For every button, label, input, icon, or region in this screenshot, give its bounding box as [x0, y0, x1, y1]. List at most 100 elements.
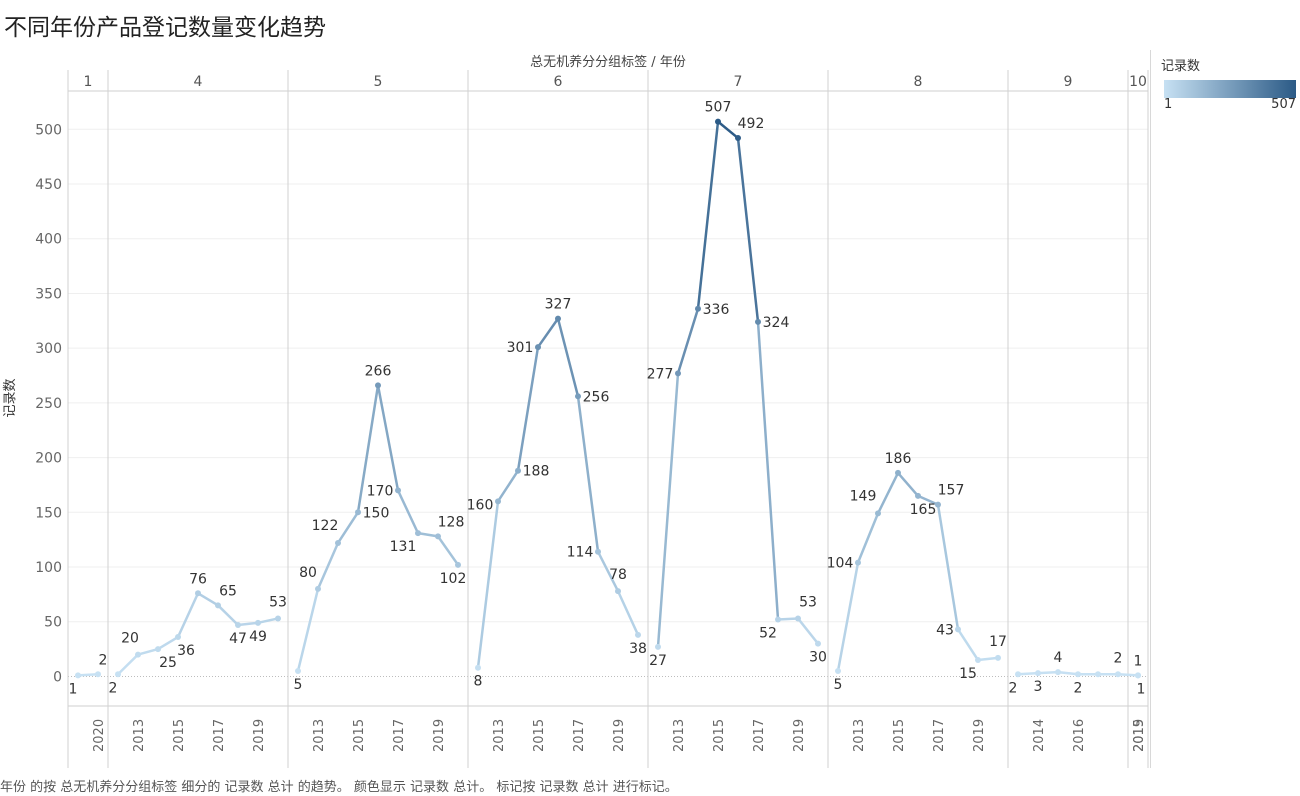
- data-label: 324: [763, 315, 790, 331]
- series-segment: [716, 120, 740, 140]
- x-tick-label: 2013: [312, 719, 327, 752]
- data-label: 492: [738, 116, 765, 132]
- series-segment: [616, 589, 640, 637]
- series-segment: [576, 395, 600, 553]
- data-label: 17: [989, 634, 1007, 650]
- data-label: 36: [177, 643, 195, 659]
- data-label: 2: [1074, 680, 1083, 696]
- data-point: [995, 654, 1001, 661]
- data-point: [855, 559, 861, 566]
- data-label: 15: [959, 666, 977, 682]
- data-point: [435, 533, 441, 540]
- data-label: 47: [229, 631, 247, 647]
- data-point: [235, 622, 241, 629]
- data-label: 30: [809, 650, 827, 666]
- series-segment: [916, 494, 940, 506]
- data-point: [1095, 671, 1101, 678]
- data-label: 186: [885, 451, 912, 467]
- data-label: 188: [523, 464, 550, 480]
- series-segment: [496, 469, 520, 503]
- data-label: 128: [438, 514, 465, 530]
- x-tick-label: 2013: [492, 719, 507, 752]
- data-point: [1115, 671, 1121, 678]
- data-label: 277: [647, 366, 674, 382]
- x-tick-label: 2019: [792, 719, 807, 752]
- x-tick-label: 2015: [1132, 719, 1147, 752]
- series-segment: [1056, 670, 1080, 676]
- panel-header-8: 8: [914, 74, 923, 90]
- series-segment: [296, 587, 320, 673]
- data-point: [695, 305, 701, 312]
- panel-header-5: 5: [374, 74, 383, 90]
- data-label: 8: [474, 674, 483, 690]
- y-tick-label: 300: [35, 341, 62, 357]
- y-tick-label: 100: [35, 560, 62, 576]
- data-label: 1: [69, 681, 78, 697]
- x-tick-label: 2019: [972, 719, 987, 752]
- y-tick-label: 500: [35, 122, 62, 138]
- data-point: [1035, 670, 1041, 677]
- data-label: 2: [1114, 650, 1123, 666]
- data-point: [595, 548, 601, 555]
- x-tick-label: 2013: [672, 719, 687, 752]
- series-segment: [976, 656, 1000, 662]
- data-point: [1075, 671, 1081, 678]
- data-label: 1: [1137, 681, 1146, 697]
- series-segment: [416, 531, 440, 538]
- x-tick-label: 2013: [132, 719, 147, 752]
- data-point: [1055, 669, 1061, 676]
- data-point: [1135, 672, 1141, 679]
- data-label: 507: [705, 100, 732, 116]
- data-label: 131: [390, 539, 417, 555]
- data-point: [335, 539, 341, 546]
- data-label: 301: [507, 340, 534, 356]
- series-segment: [356, 384, 380, 514]
- data-point: [875, 510, 881, 517]
- data-point: [95, 671, 101, 678]
- data-label: 256: [583, 389, 610, 405]
- series-segment: [676, 307, 700, 375]
- x-tick-label: 2017: [932, 719, 947, 752]
- series-segment: [156, 635, 180, 651]
- y-tick-label: 150: [35, 505, 62, 521]
- panel-header-4: 4: [194, 74, 203, 90]
- data-label: 49: [249, 629, 267, 645]
- data-label: 122: [312, 518, 339, 534]
- data-label: 160: [467, 497, 494, 513]
- data-point: [895, 469, 901, 476]
- legend-divider: [1150, 50, 1151, 768]
- data-point: [135, 651, 141, 658]
- data-label: 266: [365, 363, 392, 379]
- series-segment: [876, 471, 900, 515]
- data-label: 150: [363, 505, 390, 521]
- data-label: 4: [1054, 650, 1063, 666]
- data-label: 104: [827, 556, 854, 572]
- series-segment: [796, 617, 820, 645]
- data-point: [675, 370, 681, 377]
- x-tick-label: 2017: [392, 719, 407, 752]
- x-tick-label: 2019: [252, 719, 267, 752]
- data-point: [115, 671, 121, 678]
- series-segment: [476, 500, 500, 669]
- y-tick-label: 200: [35, 451, 62, 467]
- data-label: 157: [938, 483, 965, 499]
- data-point: [275, 615, 281, 622]
- series-segment: [116, 653, 140, 676]
- data-point: [1015, 671, 1021, 678]
- data-point: [915, 492, 921, 499]
- y-tick-label: 450: [35, 177, 62, 193]
- data-label: 38: [629, 641, 647, 657]
- data-point: [375, 382, 381, 389]
- data-point: [355, 509, 361, 516]
- data-point: [175, 634, 181, 641]
- data-label: 336: [703, 302, 730, 318]
- series-segment: [936, 503, 960, 631]
- y-tick-label: 350: [35, 286, 62, 302]
- data-point: [475, 664, 481, 671]
- data-point: [295, 667, 301, 674]
- series-segment: [376, 384, 400, 492]
- y-tick-label: 0: [53, 669, 62, 685]
- series-segment: [76, 673, 100, 677]
- x-tick-label: 2020: [92, 719, 107, 752]
